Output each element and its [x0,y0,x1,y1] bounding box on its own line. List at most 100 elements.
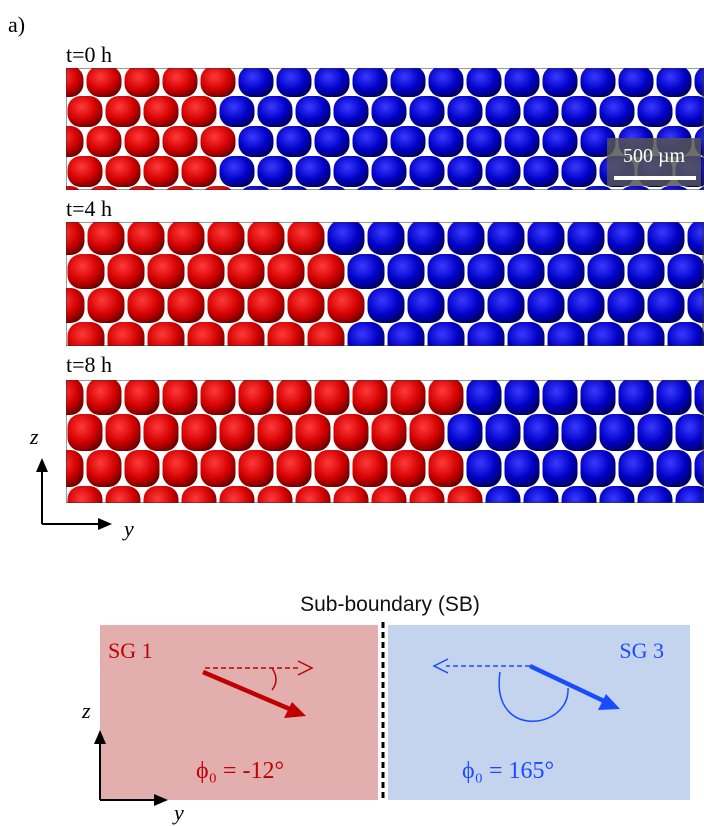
arrow-head [432,658,449,674]
grain [487,222,525,255]
grain [181,486,217,503]
axis-label: y [172,800,184,825]
grain [447,486,483,503]
grain [258,342,293,379]
grain [315,522,350,559]
grain [124,450,160,487]
grain [287,222,325,255]
angle-arc [498,671,569,722]
grain [527,222,565,255]
grain [107,254,145,289]
grain [163,522,198,559]
grain [466,68,502,97]
grain [143,156,179,187]
grain [276,126,312,157]
grain [562,342,597,379]
grain [28,322,65,357]
grain [542,450,578,487]
grain [127,288,165,323]
grain [162,380,198,415]
grain [657,522,692,559]
grain [66,380,84,415]
grain [676,36,704,67]
grain [698,186,704,190]
grain [487,288,525,323]
grain [181,156,217,187]
grain [107,322,145,346]
grain [618,380,654,415]
grain [144,36,179,67]
grain [367,222,405,255]
grain [30,216,65,247]
grain [295,96,331,127]
grain [410,342,445,379]
grain [227,322,265,346]
grain [167,288,205,323]
grain [314,450,350,487]
sg-label: SG 3 [619,638,664,663]
grain [280,186,308,190]
grain [334,342,369,379]
grain-panel [30,36,704,247]
grain [427,254,465,289]
grain [181,414,217,451]
grain [407,222,445,255]
grain [333,156,369,187]
grain [219,156,255,187]
grain [627,322,665,346]
grain [143,486,179,503]
panel-frame [66,222,704,346]
grain [580,450,616,487]
grain [447,96,483,127]
grain [467,522,502,559]
grain [470,186,498,190]
grain [447,156,483,187]
grain [67,96,103,127]
grain [295,414,331,451]
arrow-head [98,518,112,530]
grain [485,96,521,127]
grain-panel [11,342,704,559]
grain [257,156,293,187]
grain [8,288,45,323]
grain [656,450,692,487]
grain [667,254,704,289]
grain [387,322,425,346]
grain [390,68,426,97]
grain [207,222,245,255]
grain [308,186,345,221]
grain [561,156,597,187]
grain [144,342,179,379]
grain [327,222,365,255]
grain [327,288,365,323]
grain [599,486,635,503]
grain [367,288,405,323]
grain [372,342,407,379]
grain [580,68,616,97]
grain [547,322,585,346]
grain [390,380,426,415]
arrow-head [94,730,106,744]
grain [166,186,194,190]
grain [391,522,426,559]
panel-label: a) [8,12,25,37]
grain [276,68,312,97]
grain [314,380,350,415]
grain [307,322,345,346]
grain [187,322,225,346]
grain [668,186,704,221]
grain [11,378,46,415]
grain [546,186,574,190]
grain [627,254,665,289]
grain [30,342,65,379]
grain [390,450,426,487]
grain [201,522,236,559]
grain [687,222,704,255]
arrow-head [297,660,314,676]
grain [182,342,217,379]
grain [561,96,597,127]
grain [523,156,559,187]
grain [124,68,160,97]
grain [542,68,578,97]
grain [647,222,685,255]
